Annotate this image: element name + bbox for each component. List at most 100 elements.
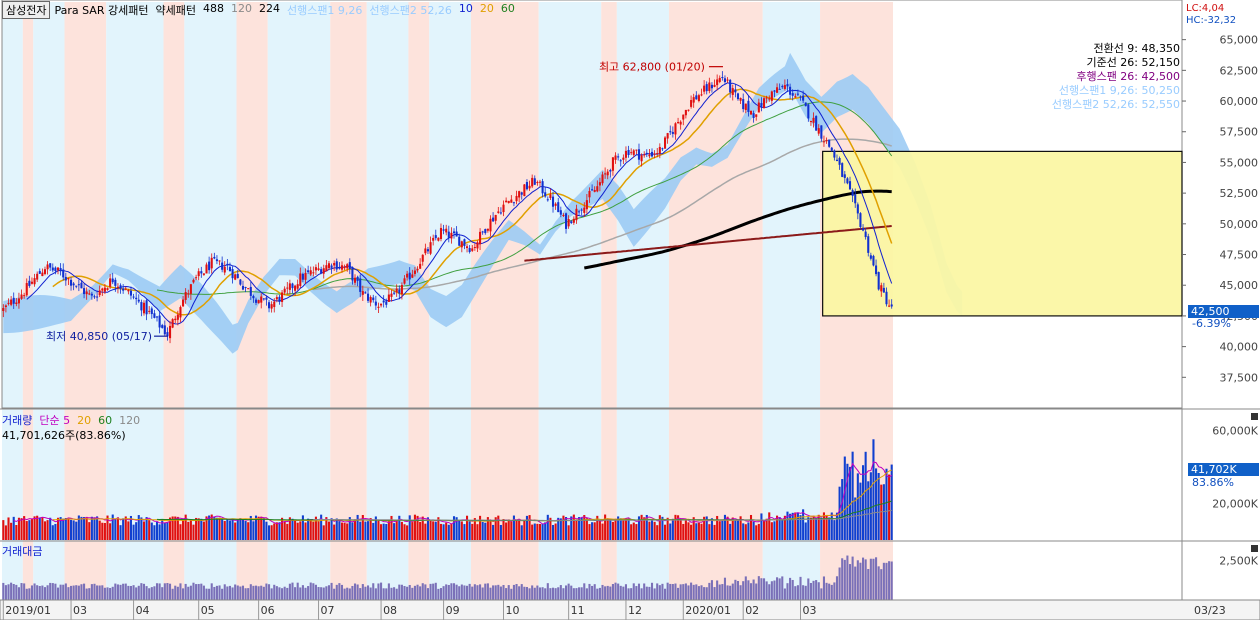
amount-bar-266: [695, 584, 698, 600]
volume-bar-147: [385, 523, 388, 540]
candle-118: [309, 266, 312, 277]
amount-bar-169: [442, 586, 445, 600]
volume-bar-112: [294, 520, 297, 540]
candle-48: [127, 289, 130, 295]
volume-bar-2: [7, 517, 10, 540]
ichimoku-label-0: 전환선 9: 48,350: [1093, 42, 1180, 55]
volume-bar-241: [630, 524, 633, 540]
volume-bar-239: [624, 518, 628, 540]
amount-bar-133: [348, 588, 351, 600]
volume-panel-close-icon[interactable]: [1251, 413, 1258, 420]
volume-bar-169: [442, 524, 445, 540]
volume-bar-20: [54, 523, 57, 540]
amount-bar-208: [544, 588, 547, 600]
volume-bar-6: [17, 517, 20, 540]
amount-bar-76: [200, 583, 203, 600]
amount-bar-250: [653, 588, 656, 600]
x-tick-label-11: 2020/01: [685, 604, 731, 617]
high-annotation: 최고 62,800 (01/20): [599, 61, 705, 74]
candle-7: [20, 289, 23, 300]
amount-bar-18: [49, 582, 52, 600]
candle-116: [304, 268, 307, 284]
y-tick-label-0: 37,500: [1220, 371, 1259, 384]
amount-bar-182: [476, 585, 479, 600]
volume-bar-265: [692, 517, 695, 540]
amount-bar-207: [541, 587, 544, 600]
candle-172: [450, 227, 453, 244]
volume-bar-65: [171, 516, 174, 540]
volume-bar-0: [2, 520, 5, 540]
amount-bar-282: [736, 581, 740, 600]
volume-bar-210: [549, 517, 552, 540]
candle-261: [682, 114, 685, 126]
volume-bar-298: [778, 517, 781, 540]
volume-bar-332: [867, 481, 870, 540]
volume-bar-288: [752, 521, 755, 540]
volume-bar-94: [247, 522, 250, 540]
volume-bar-251: [656, 525, 659, 540]
candle-90: [236, 269, 239, 279]
volume-bar-30: [80, 516, 83, 540]
candle-333: [869, 252, 872, 261]
amount-bar-106: [278, 587, 281, 600]
amount-bar-235: [614, 582, 617, 600]
candle-293: [765, 95, 768, 104]
amount-bar-331: [864, 559, 867, 600]
amount-bar-83: [218, 585, 221, 600]
volume-bar-116: [304, 522, 307, 540]
volume-bar-194: [507, 519, 510, 540]
volume-bar-73: [192, 524, 195, 540]
volume-bar-326: [851, 451, 854, 540]
candle-50: [132, 293, 135, 300]
candle-87: [228, 262, 232, 272]
candle-148: [387, 288, 390, 303]
amount-bar-183: [479, 584, 482, 600]
volume-bar-86: [226, 519, 229, 540]
candle-122: [320, 266, 323, 275]
volume-bar-307: [802, 509, 805, 540]
stock-name-tab[interactable]: 삼성전자: [2, 1, 51, 19]
candle-155: [406, 270, 409, 281]
candle-234: [611, 156, 614, 176]
amount-bar-8: [23, 583, 26, 600]
volume-bar-248: [648, 521, 651, 540]
amount-bar-265: [692, 584, 695, 600]
volume-bar-75: [197, 518, 200, 540]
amount-bar-94: [247, 588, 250, 600]
amount-bar-55: [145, 586, 148, 600]
volume-bar-104: [273, 523, 276, 540]
amount-panel-close-icon[interactable]: [1251, 545, 1258, 552]
amount-bar-338: [882, 562, 885, 600]
candle-104: [273, 298, 276, 313]
candle-62: [163, 320, 166, 336]
volume-bar-172: [450, 523, 453, 540]
volume-bar-186: [486, 517, 489, 540]
volume-bar-277: [723, 514, 727, 540]
x-tick-label-2: 04: [136, 604, 150, 617]
candle-128: [335, 258, 338, 273]
amount-bar-230: [601, 584, 604, 600]
y-tick-label-1: 40,000: [1220, 341, 1259, 354]
candle-38: [101, 287, 104, 296]
volume-bar-183: [479, 515, 482, 540]
amount-bar-167: [437, 588, 440, 600]
volume-bar-324: [846, 463, 849, 540]
candle-297: [776, 83, 779, 93]
candle-71: [187, 289, 190, 298]
amount-bar-49: [129, 585, 133, 600]
amount-bar-190: [497, 584, 500, 600]
volume-bar-313: [817, 514, 820, 540]
volume-bar-284: [742, 523, 745, 540]
amount-bar-185: [484, 583, 487, 600]
candle-36: [96, 290, 99, 302]
candle-312: [815, 115, 818, 131]
amount-bar-288: [752, 579, 755, 600]
candle-296: [773, 90, 776, 98]
amount-bar-3: [10, 582, 13, 600]
volume-bar-107: [281, 517, 284, 540]
volume-bar-246: [643, 517, 646, 540]
ichimoku-legend: 전환선 9: 48,350 기준선 26: 52,150 후행스팬 26: 42,5…: [1052, 42, 1180, 112]
candle-255: [666, 132, 669, 144]
candle-123: [322, 264, 325, 279]
